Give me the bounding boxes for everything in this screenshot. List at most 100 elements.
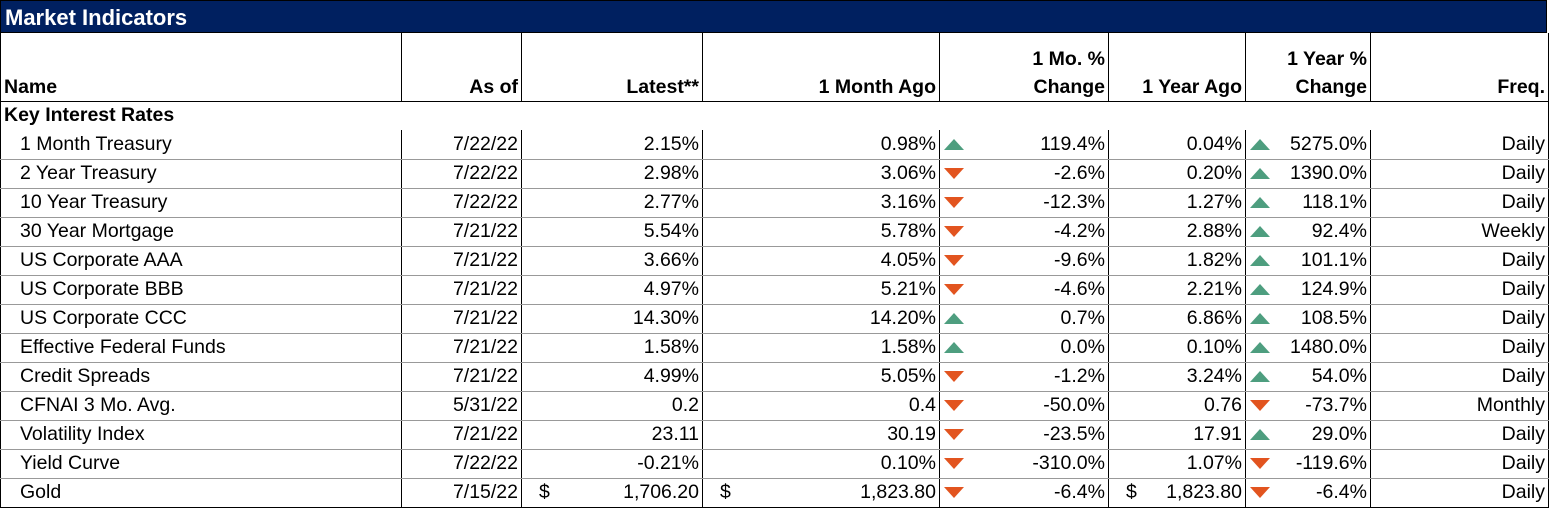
table-row: Effective Federal Funds 7/21/22 1.58% 1.58%…	[0, 333, 1549, 363]
yr-change-cell: 1480.0%	[1245, 333, 1371, 363]
month-ago-cell: 5.78%	[702, 217, 940, 247]
triangle-up-icon	[1250, 138, 1270, 150]
latest-cell: -0.21%	[521, 449, 703, 479]
yr-change-cell: -119.6%	[1245, 449, 1371, 479]
freq-cell: Daily	[1370, 362, 1549, 392]
triangle-up-icon	[1250, 197, 1270, 208]
yr-change-cell: 118.1%	[1245, 188, 1371, 218]
mo-change-cell: -12.3%	[939, 188, 1109, 218]
year-ago-cell: 17.91	[1108, 420, 1246, 450]
month-ago-cell: 0.4	[702, 391, 940, 421]
col-header-freq: Freq.	[1370, 33, 1549, 102]
latest-cell: $1,706.20	[521, 478, 703, 508]
yr-change-cell: 29.0%	[1245, 420, 1371, 450]
row-name: Volatility Index	[0, 420, 402, 450]
freq-cell: Daily	[1370, 333, 1549, 363]
table-row: 10 Year Treasury 7/22/22 2.77% 3.16% -12.3% 1…	[0, 188, 1549, 218]
row-name: US Corporate AAA	[0, 246, 402, 276]
yr-change-value: -73.7%	[1305, 394, 1367, 416]
month-ago-cell: 1.58%	[702, 333, 940, 363]
year-ago-cell: $1,823.80	[1108, 478, 1246, 508]
year-ago-cell: 1.07%	[1108, 449, 1246, 479]
currency-symbol: $	[539, 481, 550, 503]
as-of-cell: 7/15/22	[401, 478, 522, 508]
as-of-cell: 7/21/22	[401, 333, 522, 363]
latest-cell: 23.11	[521, 420, 703, 450]
triangle-down-icon	[944, 226, 964, 237]
row-name: Credit Spreads	[0, 362, 402, 392]
col-header-month-ago: 1 Month Ago	[702, 33, 940, 102]
table-row: 1 Month Treasury 7/22/22 2.15% 0.98% 119.4% 0…	[0, 130, 1549, 160]
mo-change-cell: -6.4%	[939, 478, 1109, 508]
as-of-cell: 7/21/22	[401, 217, 522, 247]
triangle-up-icon	[1250, 371, 1270, 382]
row-name: US Corporate CCC	[0, 304, 402, 334]
year-ago-cell: 3.24%	[1108, 362, 1246, 392]
table-row: 2 Year Treasury 7/22/22 2.98% 3.06% -2.6% 0.2…	[0, 159, 1549, 189]
year-ago-cell: 1.27%	[1108, 188, 1246, 218]
year-ago-cell: 0.76	[1108, 391, 1246, 421]
col-header-as-of: As of	[401, 33, 522, 102]
freq-cell: Daily	[1370, 275, 1549, 305]
freq-cell: Daily	[1370, 188, 1549, 218]
month-ago-cell: $1,823.80	[702, 478, 940, 508]
triangle-up-icon	[1250, 226, 1270, 237]
mo-change-cell: -310.0%	[939, 449, 1109, 479]
yr-change-value: 108.5%	[1300, 307, 1367, 329]
triangle-down-icon	[944, 458, 964, 469]
mo-change-value: -310.0%	[1032, 452, 1105, 474]
yr-change-cell: 92.4%	[1245, 217, 1371, 247]
latest-cell: 0.2	[521, 391, 703, 421]
mo-change-value: -9.6%	[1054, 249, 1105, 271]
mo-change-value: -4.2%	[1054, 220, 1105, 242]
mo-change-value: -23.5%	[1043, 423, 1105, 445]
yr-change-cell: 124.9%	[1245, 275, 1371, 305]
year-ago-cell: 1.82%	[1108, 246, 1246, 276]
yr-change-value: 1480.0%	[1290, 336, 1367, 358]
as-of-cell: 7/22/22	[401, 188, 522, 218]
as-of-cell: 5/31/22	[401, 391, 522, 421]
triangle-down-icon	[1250, 400, 1270, 411]
latest-cell: 2.98%	[521, 159, 703, 189]
mo-change-value: -4.6%	[1054, 278, 1105, 300]
latest-cell: 1.58%	[521, 333, 703, 363]
yr-change-value: 118.1%	[1302, 191, 1367, 213]
yr-change-value: -119.6%	[1295, 452, 1367, 474]
triangle-up-icon	[1250, 342, 1270, 353]
triangle-down-icon	[944, 255, 964, 266]
table-row: US Corporate CCC 7/21/22 14.30% 14.20% 0.7% 6…	[0, 304, 1549, 334]
freq-cell: Daily	[1370, 130, 1549, 160]
latest-value: 1,706.20	[623, 481, 699, 503]
year-ago-cell: 0.04%	[1108, 130, 1246, 160]
triangle-down-icon	[944, 429, 964, 440]
yr-change-value: 1390.0%	[1290, 162, 1367, 184]
col-header-yr-change-line2: Change	[1295, 75, 1367, 98]
month-ago-value: 1,823.80	[860, 481, 936, 503]
as-of-cell: 7/21/22	[401, 362, 522, 392]
month-ago-cell: 5.21%	[702, 275, 940, 305]
month-ago-cell: 0.98%	[702, 130, 940, 160]
row-name: US Corporate BBB	[0, 275, 402, 305]
table-row: Yield Curve 7/22/22 -0.21% 0.10% -310.0% 1.07…	[0, 449, 1549, 479]
table-row: 30 Year Mortgage 7/21/22 5.54% 5.78% -4.2% 2.…	[0, 217, 1549, 247]
triangle-down-icon	[944, 168, 964, 179]
latest-cell: 2.15%	[521, 130, 703, 160]
mo-change-cell: 0.7%	[939, 304, 1109, 334]
month-ago-cell: 14.20%	[702, 304, 940, 334]
triangle-up-icon	[1250, 284, 1270, 295]
mo-change-cell: -1.2%	[939, 362, 1109, 392]
row-name: 30 Year Mortgage	[0, 217, 402, 247]
mo-change-value: 0.7%	[1060, 307, 1105, 329]
col-header-name: Name	[0, 33, 402, 102]
latest-cell: 3.66%	[521, 246, 703, 276]
col-header-mo-change-line2: Change	[1033, 75, 1105, 98]
freq-cell: Daily	[1370, 449, 1549, 479]
month-ago-cell: 0.10%	[702, 449, 940, 479]
year-ago-cell: 0.20%	[1108, 159, 1246, 189]
col-header-year-ago: 1 Year Ago	[1108, 33, 1246, 102]
freq-cell: Daily	[1370, 159, 1549, 189]
mo-change-value: -12.3%	[1043, 191, 1105, 213]
latest-cell: 2.77%	[521, 188, 703, 218]
row-name: CFNAI 3 Mo. Avg.	[0, 391, 402, 421]
